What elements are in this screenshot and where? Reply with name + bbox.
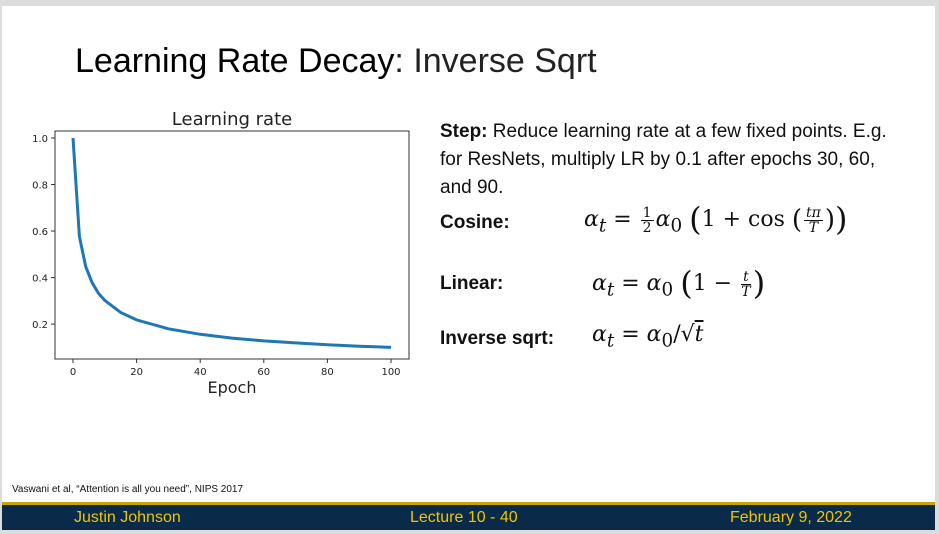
citation: Vaswani et al, “Attention is all you nee…	[12, 484, 244, 495]
plot-frame	[54, 130, 410, 360]
x-tick-label: 0	[70, 367, 76, 378]
learning-rate-line	[71, 137, 392, 349]
x-axis: 0 20 40 60 80 100	[70, 359, 401, 378]
slide-title: Learning Rate Decay: Inverse Sqrt	[75, 42, 597, 81]
chart-title: Learning rate	[172, 109, 292, 130]
x-axis-label: Epoch	[208, 378, 257, 397]
y-tick-label: 0.6	[32, 227, 48, 238]
step-label: Step:	[440, 121, 488, 142]
cosine-label: Cosine:	[440, 212, 510, 233]
x-tick-label: 20	[130, 367, 143, 378]
x-tick-label: 40	[194, 367, 207, 378]
footer-bar: Justin Johnson Lecture 10 - 40 February …	[2, 502, 935, 530]
y-tick-label: 0.4	[32, 274, 48, 285]
linear-formula: αt = α0 (1 − t T)	[592, 264, 766, 302]
slide: Learning Rate Decay: Inverse Sqrt Learni…	[2, 6, 935, 530]
y-tick-label: 0.8	[32, 181, 48, 192]
footer-date: February 9, 2022	[730, 509, 852, 526]
step-text: Reduce learning rate at a few fixed poin…	[440, 121, 887, 198]
title-rest: : Inverse Sqrt	[394, 42, 597, 80]
inverse-sqrt-formula: αt = α0/√t	[592, 322, 704, 352]
y-axis: 0.2 0.4 0.6 0.8 1.0	[32, 134, 55, 331]
x-tick-label: 80	[321, 367, 334, 378]
cosine-formula: αt = 1 2 α0 (1 + cos (tπ T))	[584, 200, 848, 238]
linear-label: Linear:	[440, 273, 504, 294]
learning-rate-chart: Learning rate 0.2 0.4 0.6 0.8 1.0 0 20 40 60 80 1…	[32, 109, 410, 397]
step-description: Step: Reduce learning rate at a few fixe…	[440, 118, 910, 202]
x-tick-label: 100	[381, 367, 400, 378]
inverse-sqrt-label: Inverse sqrt:	[440, 328, 555, 349]
title-main: Learning Rate Decay	[75, 42, 395, 80]
x-tick-label: 60	[257, 367, 270, 378]
footer-author: Justin Johnson	[74, 509, 181, 526]
y-tick-label: 1.0	[32, 134, 48, 145]
y-tick-label: 0.2	[32, 320, 48, 331]
footer-lecture: Lecture 10 - 40	[410, 509, 518, 526]
